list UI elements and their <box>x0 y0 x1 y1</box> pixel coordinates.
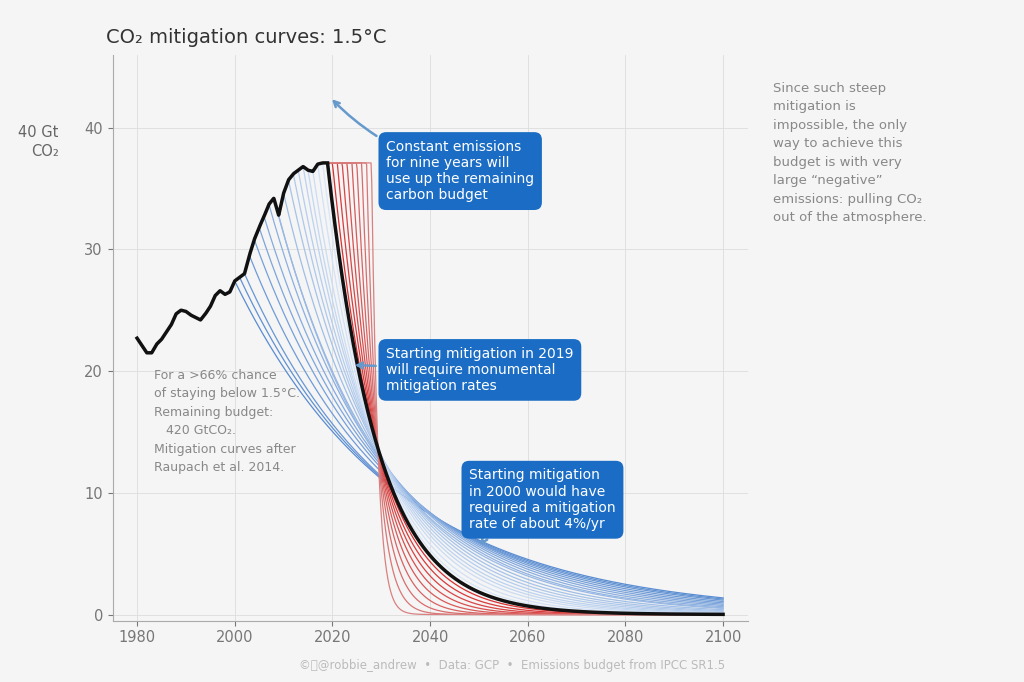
Text: Since such steep
mitigation is
impossible, the only
way to achieve this
budget i: Since such steep mitigation is impossibl… <box>773 82 927 224</box>
Text: For a >66% chance
of staying below 1.5°C.
Remaining budget:
   420 GtCO₂.
Mitiga: For a >66% chance of staying below 1.5°C… <box>154 369 300 474</box>
Text: CO₂ mitigation curves: 1.5°C: CO₂ mitigation curves: 1.5°C <box>106 29 387 48</box>
Text: Starting mitigation in 2019
will require monumental
mitigation rates: Starting mitigation in 2019 will require… <box>357 346 573 393</box>
Text: ©ⓘ@robbie_andrew  •  Data: GCP  •  Emissions budget from IPCC SR1.5: ©ⓘ@robbie_andrew • Data: GCP • Emissions… <box>299 659 725 672</box>
Text: Constant emissions
for nine years will
use up the remaining
carbon budget: Constant emissions for nine years will u… <box>334 101 535 203</box>
Text: Starting mitigation
in 2000 would have
required a mitigation
rate of about 4%/yr: Starting mitigation in 2000 would have r… <box>469 469 615 543</box>
Text: 40 Gt
CO₂: 40 Gt CO₂ <box>18 125 58 159</box>
